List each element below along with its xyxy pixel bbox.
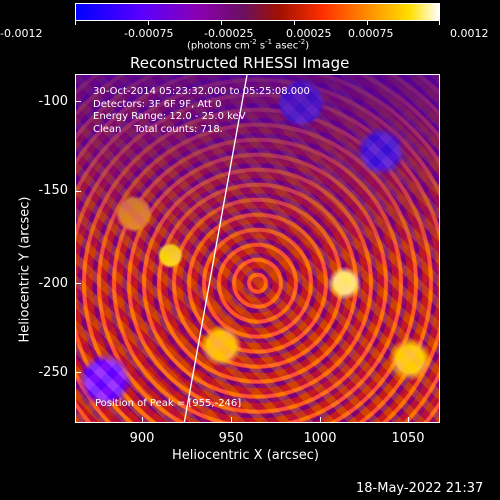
info-time-range: 30-Oct-2014 05:23:32.000 to 05:25:08.000 [93, 86, 310, 97]
info-energy-range: Energy Range: 12.0 - 25.0 keV [93, 111, 246, 122]
colorbar-tick-label-4: 0.00075 [348, 27, 394, 40]
y-tick-label-3: -250 [38, 365, 68, 380]
x-axis-label: Heliocentric X (arcsec) [172, 448, 319, 463]
x-tick-label-2: 1000 [303, 431, 337, 446]
colorbar [75, 3, 440, 21]
colorbar-tick-label-2: -0.00025 [204, 27, 254, 40]
y-tick-mark [75, 101, 81, 102]
solar-limb-line [183, 75, 248, 422]
y-axis-label: Heliocentric Y (arcsec) [17, 196, 33, 343]
y-tick-mark [75, 372, 81, 373]
x-tick-label-0: 900 [129, 431, 155, 446]
rhessi-image [75, 74, 440, 423]
plot-title: Reconstructed RHESSI Image [130, 54, 350, 72]
x-tick-mark [320, 417, 321, 423]
x-tick-label-3: 1050 [391, 431, 425, 446]
y-tick-mark [75, 283, 81, 284]
colorbar-tick-label-0: -0.0012 [0, 27, 43, 40]
image-low-intensity-region [76, 75, 439, 266]
x-tick-mark [142, 417, 143, 423]
x-tick-mark [231, 417, 232, 423]
colorbar-tick-label-3: 0.00025 [286, 27, 332, 40]
y-tick-label-0: -100 [38, 94, 68, 109]
observation-info: 30-Oct-2014 05:23:32.000 to 05:25:08.000… [93, 86, 310, 136]
generated-timestamp: 18-May-2022 21:37 [356, 481, 484, 496]
colorbar-tick-label-5: 0.0012 [450, 27, 489, 40]
colorbar-tick-label-1: -0.00075 [124, 27, 174, 40]
y-tick-label-2: -200 [38, 276, 68, 291]
x-tick-label-1: 950 [218, 431, 244, 446]
y-tick-mark [75, 191, 81, 192]
info-total-counts: Clean Total counts: 718. [93, 123, 223, 135]
x-tick-mark [408, 417, 409, 423]
y-tick-label-1: -150 [38, 183, 68, 198]
peak-position-label: Position of Peak = [955,-246] [95, 398, 242, 409]
info-detectors: Detectors: 3F 6F 9F, Att 0 [93, 98, 222, 110]
colorbar-units: (photons cm-2 s-1 asec-2) [187, 38, 310, 52]
